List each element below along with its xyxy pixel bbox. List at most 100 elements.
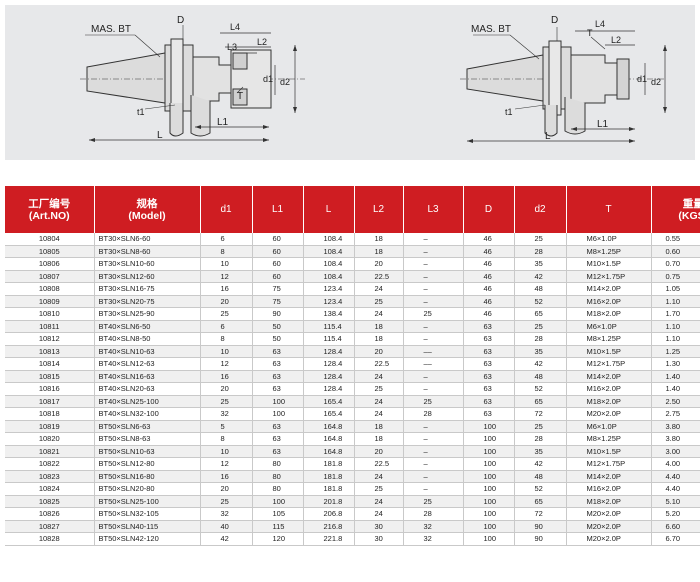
table-cell: 24 bbox=[354, 495, 403, 508]
table-cell: 46 bbox=[463, 245, 514, 258]
column-header: d1 bbox=[200, 186, 252, 233]
table-cell: 72 bbox=[514, 508, 566, 521]
table-body: 10804 BT30×SLN6-60 6 60 108.4 18–46 25 M6×1.0P 0… bbox=[5, 233, 700, 545]
table-cell: – bbox=[403, 458, 463, 471]
table-cell: 4.40 bbox=[651, 470, 700, 483]
table-cell: 8 bbox=[200, 333, 252, 346]
table-cell: 63 bbox=[463, 320, 514, 333]
right-drawing bbox=[460, 27, 667, 143]
table-cell: M16×2.0P bbox=[566, 295, 651, 308]
table-cell: 12 bbox=[200, 358, 252, 371]
table-cell: 10819 bbox=[5, 420, 94, 433]
table-cell: 20 bbox=[354, 258, 403, 271]
table-cell: 65 bbox=[514, 308, 566, 321]
table-cell: 32 bbox=[200, 508, 252, 521]
column-header: L2 bbox=[354, 186, 403, 233]
table-cell: BT50×SLN25-100 bbox=[94, 495, 200, 508]
table-cell: 18 bbox=[354, 333, 403, 346]
table-cell: 0.60 bbox=[651, 245, 700, 258]
table-cell: 20 bbox=[200, 483, 252, 496]
table-cell: 63 bbox=[252, 370, 303, 383]
table-cell: 10806 bbox=[5, 258, 94, 271]
table-cell: 6 bbox=[200, 320, 252, 333]
table-cell: 0.55 bbox=[651, 233, 700, 245]
table-cell: 28 bbox=[514, 333, 566, 346]
table-cell: 1.05 bbox=[651, 283, 700, 296]
table-cell: 63 bbox=[463, 333, 514, 346]
table-cell: 65 bbox=[514, 395, 566, 408]
table-cell: 216.8 bbox=[303, 520, 354, 533]
table-cell: 28 bbox=[514, 245, 566, 258]
table-cell: 10807 bbox=[5, 270, 94, 283]
table-cell: 63 bbox=[463, 395, 514, 408]
table-row: 10808 BT30×SLN16-75 16 75 123.4 24–46 48 M14×2.… bbox=[5, 283, 700, 296]
table-cell: 24 bbox=[354, 470, 403, 483]
table-cell: M18×2.0P bbox=[566, 495, 651, 508]
table-cell: 10816 bbox=[5, 383, 94, 396]
table-cell: – bbox=[403, 470, 463, 483]
table-cell: 1.25 bbox=[651, 345, 700, 358]
table-cell: 16 bbox=[200, 370, 252, 383]
table-cell: 108.4 bbox=[303, 233, 354, 245]
table-cell: M8×1.25P bbox=[566, 333, 651, 346]
table-cell: 2.50 bbox=[651, 395, 700, 408]
table-cell: 120 bbox=[252, 533, 303, 546]
table-cell: 25 bbox=[200, 395, 252, 408]
table-cell: M18×2.0P bbox=[566, 308, 651, 321]
table-cell: 5 bbox=[200, 420, 252, 433]
table-cell: 10818 bbox=[5, 408, 94, 421]
right-t1-label: t1 bbox=[505, 107, 513, 117]
table-cell: 100 bbox=[463, 533, 514, 546]
table-cell: 5.10 bbox=[651, 495, 700, 508]
table-row: 10805 BT30×SLN8-60 8 60 108.4 18–46 28 M8×1.25P… bbox=[5, 245, 700, 258]
table-row: 10810 BT30×SLN25-90 25 90 138.4 24 25 46 65 M18×2… bbox=[5, 308, 700, 321]
table-cell: 10822 bbox=[5, 458, 94, 471]
table-cell: –– bbox=[403, 358, 463, 371]
table-cell: BT40×SLN16-63 bbox=[94, 370, 200, 383]
table-cell: 201.8 bbox=[303, 495, 354, 508]
table-cell: 46 bbox=[463, 308, 514, 321]
table-cell: 10827 bbox=[5, 520, 94, 533]
table-cell: 46 bbox=[463, 295, 514, 308]
right-t-label: T bbox=[587, 28, 593, 38]
table-cell: 42 bbox=[514, 270, 566, 283]
table-cell: 6 bbox=[200, 233, 252, 245]
table-cell: 42 bbox=[514, 358, 566, 371]
table-cell: 22.5 bbox=[354, 270, 403, 283]
column-header: d2 bbox=[514, 186, 566, 233]
left-d1-label: d1 bbox=[263, 74, 273, 84]
table-cell: 2.75 bbox=[651, 408, 700, 421]
table-cell: 10817 bbox=[5, 395, 94, 408]
table-cell: 3.00 bbox=[651, 445, 700, 458]
table-cell: 42 bbox=[200, 533, 252, 546]
table-row: 10819 BT50×SLN6-63 5 63 164.8 18–100 25 M6×1.0P… bbox=[5, 420, 700, 433]
table-cell: 63 bbox=[252, 445, 303, 458]
table-cell: 10825 bbox=[5, 495, 94, 508]
table-cell: – bbox=[403, 320, 463, 333]
table-cell: 10808 bbox=[5, 283, 94, 296]
table-cell: 25 bbox=[403, 308, 463, 321]
table-cell: 18 bbox=[354, 233, 403, 245]
table-cell: 1.10 bbox=[651, 333, 700, 346]
table-cell: 24 bbox=[354, 408, 403, 421]
table-cell: BT30×SLN8-60 bbox=[94, 245, 200, 258]
table-cell: 90 bbox=[252, 308, 303, 321]
table-cell: – bbox=[403, 433, 463, 446]
table-cell: BT40×SLN6-50 bbox=[94, 320, 200, 333]
table-cell: 80 bbox=[252, 458, 303, 471]
table-cell: 100 bbox=[252, 495, 303, 508]
table-cell: 24 bbox=[354, 395, 403, 408]
table-row: 10823 BT50×SLN16-80 16 80 181.8 24–100 48 M14×2… bbox=[5, 470, 700, 483]
right-l4-label: L4 bbox=[595, 19, 605, 29]
table-cell: – bbox=[403, 233, 463, 245]
table-cell: 10 bbox=[200, 258, 252, 271]
column-header: 规格 (Model) bbox=[94, 186, 200, 233]
table-cell: 18 bbox=[354, 245, 403, 258]
table-cell: 4.00 bbox=[651, 458, 700, 471]
table-cell: 115.4 bbox=[303, 320, 354, 333]
table-cell: M20×2.0P bbox=[566, 533, 651, 546]
table-cell: 100 bbox=[463, 445, 514, 458]
table-cell: – bbox=[403, 245, 463, 258]
table-cell: – bbox=[403, 383, 463, 396]
left-t1-label: t1 bbox=[137, 107, 145, 117]
